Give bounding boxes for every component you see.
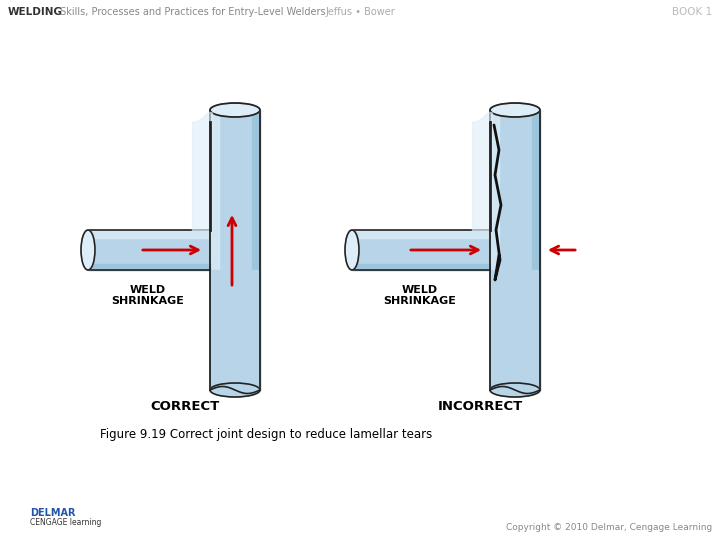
Ellipse shape <box>490 103 540 117</box>
Text: Figure 9.19 Correct joint design to reduce lamellar tears: Figure 9.19 Correct joint design to redu… <box>100 428 432 441</box>
Text: Skills, Processes and Practices for Entry-Level Welders: Skills, Processes and Practices for Entr… <box>57 7 325 17</box>
Ellipse shape <box>345 230 359 270</box>
Ellipse shape <box>210 103 260 117</box>
Polygon shape <box>252 110 260 390</box>
Text: INCORRECT: INCORRECT <box>437 400 523 413</box>
Polygon shape <box>352 264 490 270</box>
Polygon shape <box>88 230 210 270</box>
Text: SHRINKAGE: SHRINKAGE <box>384 296 456 306</box>
Text: CENGAGE learning: CENGAGE learning <box>30 518 102 527</box>
Text: DELMAR: DELMAR <box>30 508 76 518</box>
Text: CORRECT: CORRECT <box>150 400 220 413</box>
Polygon shape <box>352 230 490 270</box>
Text: WELD: WELD <box>402 285 438 295</box>
Text: Copyright © 2010 Delmar, Cengage Learning: Copyright © 2010 Delmar, Cengage Learnin… <box>505 523 712 532</box>
Polygon shape <box>352 230 490 238</box>
Polygon shape <box>490 110 499 390</box>
Polygon shape <box>532 110 540 390</box>
Polygon shape <box>210 270 260 390</box>
Polygon shape <box>490 270 540 390</box>
Ellipse shape <box>490 383 540 397</box>
Text: Jeffus • Bower: Jeffus • Bower <box>325 7 395 17</box>
Text: WELDING: WELDING <box>8 7 63 17</box>
Polygon shape <box>88 230 210 238</box>
Polygon shape <box>490 110 540 390</box>
Text: SHRINKAGE: SHRINKAGE <box>112 296 184 306</box>
Polygon shape <box>88 264 210 270</box>
Ellipse shape <box>81 230 95 270</box>
Text: WELD: WELD <box>130 285 166 295</box>
Text: BOOK 1: BOOK 1 <box>672 7 712 17</box>
Polygon shape <box>210 110 260 390</box>
Ellipse shape <box>210 383 260 397</box>
Polygon shape <box>210 110 219 390</box>
